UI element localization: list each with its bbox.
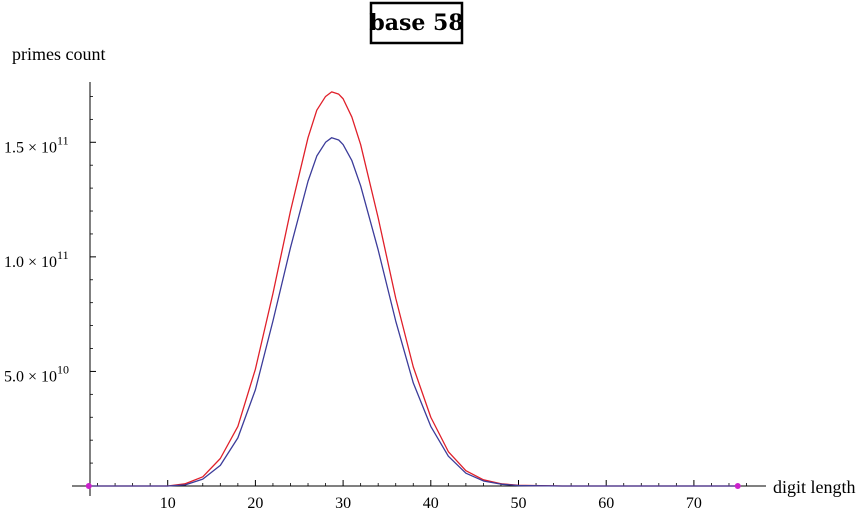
marker-point — [85, 483, 92, 489]
series-line-2 — [88, 137, 738, 487]
x-ticks: 10 20 30 40 50 60 70 — [160, 480, 702, 512]
y-tick-label: 5.0 × 1010 — [4, 362, 69, 385]
y-ticks: 5.0 × 1010 1.0 × 1011 1.5 × 1011 — [4, 133, 96, 385]
marker-layer — [85, 483, 741, 489]
minor-ticks — [90, 96, 747, 486]
y-tick-exponent: 11 — [57, 248, 69, 262]
marker-point — [734, 483, 741, 489]
chart-title: base 58 — [369, 10, 463, 36]
x-axis-label: digit length — [773, 477, 856, 497]
x-tick-label: 60 — [598, 495, 614, 512]
chart-title-box: base 58 — [369, 1, 464, 45]
series-layer — [88, 91, 738, 487]
x-tick-label: 70 — [686, 495, 702, 512]
x-tick-label: 50 — [511, 495, 527, 512]
y-tick-exponent: 10 — [57, 362, 69, 376]
series-line-1 — [88, 91, 738, 487]
y-tick-label: 1.0 × 1011 — [4, 248, 69, 271]
y-tick-exponent: 11 — [57, 133, 69, 147]
x-tick-label: 20 — [247, 495, 263, 512]
x-tick-label: 10 — [160, 495, 176, 512]
x-tick-label: 40 — [423, 495, 439, 512]
y-axis-label: primes count — [12, 44, 105, 64]
x-tick-label: 30 — [335, 495, 351, 512]
y-tick-label: 1.5 × 1011 — [4, 133, 69, 156]
